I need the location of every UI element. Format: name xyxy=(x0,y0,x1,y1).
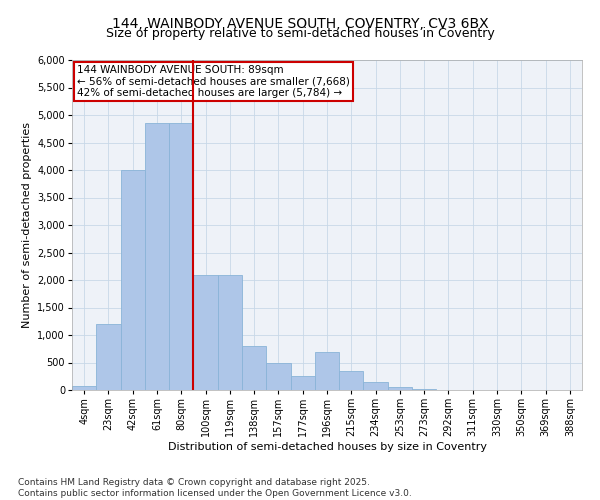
Bar xyxy=(315,352,339,390)
Text: Size of property relative to semi-detached houses in Coventry: Size of property relative to semi-detach… xyxy=(106,28,494,40)
Bar xyxy=(169,123,193,390)
Y-axis label: Number of semi-detached properties: Number of semi-detached properties xyxy=(22,122,32,328)
Text: 144 WAINBODY AVENUE SOUTH: 89sqm
← 56% of semi-detached houses are smaller (7,66: 144 WAINBODY AVENUE SOUTH: 89sqm ← 56% o… xyxy=(77,65,350,98)
Bar xyxy=(193,274,218,390)
Bar xyxy=(218,274,242,390)
Bar xyxy=(121,170,145,390)
Bar xyxy=(72,386,96,390)
Bar xyxy=(145,123,169,390)
Bar xyxy=(290,376,315,390)
Bar xyxy=(388,387,412,390)
Text: Contains HM Land Registry data © Crown copyright and database right 2025.
Contai: Contains HM Land Registry data © Crown c… xyxy=(18,478,412,498)
Bar xyxy=(339,371,364,390)
X-axis label: Distribution of semi-detached houses by size in Coventry: Distribution of semi-detached houses by … xyxy=(167,442,487,452)
Bar xyxy=(96,324,121,390)
Text: 144, WAINBODY AVENUE SOUTH, COVENTRY, CV3 6BX: 144, WAINBODY AVENUE SOUTH, COVENTRY, CV… xyxy=(112,18,488,32)
Bar xyxy=(242,346,266,390)
Bar xyxy=(364,382,388,390)
Bar xyxy=(266,362,290,390)
